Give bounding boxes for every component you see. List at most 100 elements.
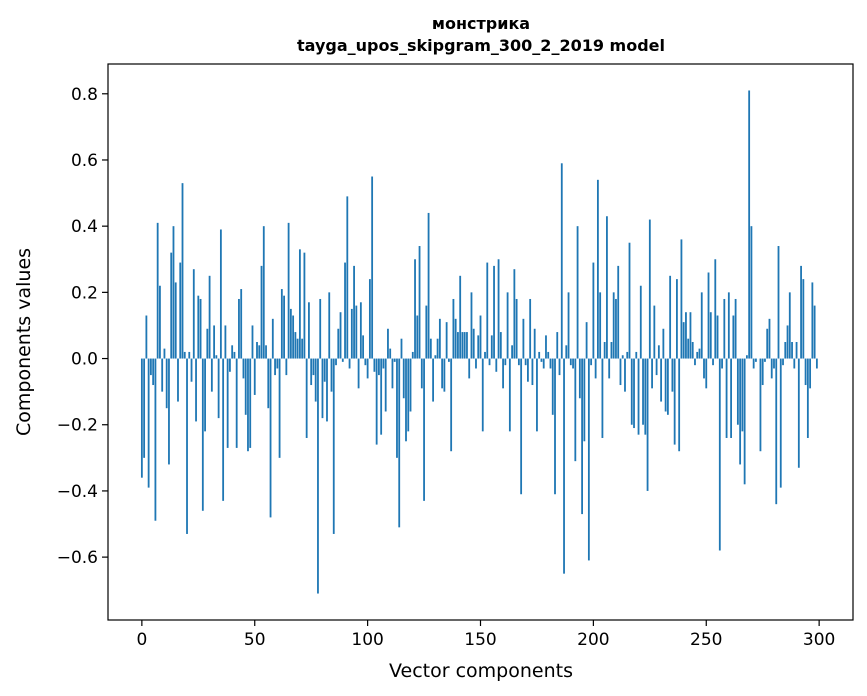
bar <box>414 259 416 359</box>
bar <box>366 358 369 379</box>
bar <box>547 351 550 359</box>
bar <box>348 358 351 369</box>
bar <box>195 358 197 422</box>
bar <box>328 292 331 359</box>
bar <box>312 358 315 376</box>
bar <box>615 298 617 359</box>
bar <box>637 358 640 435</box>
x-tick-label: 200 <box>577 630 609 650</box>
bar <box>506 292 509 359</box>
bar <box>694 358 696 366</box>
plot-frame <box>107 63 854 621</box>
bar <box>183 351 186 359</box>
bar <box>382 358 385 369</box>
bar <box>727 292 730 359</box>
bar <box>418 246 421 359</box>
bar <box>452 298 455 359</box>
bar <box>809 358 812 389</box>
bar <box>624 358 626 392</box>
x-tick-label: 50 <box>244 630 266 650</box>
bar <box>567 292 570 359</box>
bar <box>707 272 710 359</box>
bar <box>258 345 261 359</box>
bar <box>770 358 773 379</box>
bar <box>159 285 161 359</box>
bar <box>572 358 574 369</box>
bar <box>416 315 419 359</box>
bar <box>574 358 577 462</box>
bar <box>319 298 322 359</box>
bar <box>267 358 270 409</box>
bar <box>666 358 669 415</box>
bar <box>752 358 755 369</box>
bar <box>197 295 200 359</box>
bar <box>750 226 753 359</box>
bar <box>802 279 805 359</box>
bar <box>179 262 182 359</box>
bar <box>689 312 692 359</box>
bar <box>149 358 152 376</box>
bar <box>734 298 737 359</box>
bar <box>380 358 383 435</box>
bar <box>199 298 202 359</box>
bar <box>238 298 240 359</box>
bar <box>398 358 401 528</box>
bar <box>294 332 297 359</box>
bar <box>344 262 346 359</box>
bar <box>393 358 396 362</box>
bar <box>648 219 651 359</box>
bar <box>583 358 586 442</box>
bar <box>730 358 732 438</box>
bar <box>633 358 635 429</box>
bar <box>332 358 335 534</box>
bar <box>346 196 349 359</box>
bar <box>680 239 683 359</box>
bar <box>443 358 446 392</box>
bar <box>463 332 466 359</box>
bar <box>565 345 568 359</box>
y-axis-label: Components values <box>13 248 35 436</box>
bar <box>301 338 304 359</box>
bar <box>626 351 629 359</box>
bar <box>594 358 597 379</box>
bar <box>240 289 243 359</box>
bar <box>621 355 624 359</box>
bar <box>815 358 818 369</box>
bar <box>576 226 579 359</box>
bar <box>289 308 292 359</box>
bar <box>766 328 769 359</box>
bar <box>664 358 667 412</box>
bar <box>396 358 398 458</box>
bars-group <box>140 90 818 594</box>
bar <box>669 275 672 359</box>
bar <box>353 265 355 359</box>
bar <box>700 292 703 359</box>
bar <box>447 358 450 362</box>
bar <box>326 358 328 422</box>
bar <box>705 358 708 389</box>
bar <box>461 332 464 359</box>
bar <box>673 358 676 445</box>
bar <box>411 351 414 359</box>
bar <box>350 308 353 359</box>
bar <box>303 252 306 359</box>
bar <box>515 298 518 359</box>
bar <box>233 351 236 359</box>
bar <box>795 342 798 359</box>
bar <box>601 358 604 438</box>
bar <box>529 298 532 359</box>
bar <box>759 358 762 452</box>
bar <box>773 358 775 369</box>
y-tick-label: 0.6 <box>71 151 98 171</box>
y-axis-ticks: −0.6 −0.4 −0.2 0.0 0.2 0.4 0.6 0.8 <box>57 85 108 568</box>
bar <box>438 318 441 359</box>
bar <box>163 348 166 359</box>
bar <box>538 351 541 359</box>
bar <box>186 358 188 534</box>
bar <box>154 358 157 521</box>
bar <box>475 358 477 369</box>
bar <box>181 183 184 359</box>
bar <box>472 328 475 359</box>
bar <box>682 322 685 359</box>
bar <box>800 265 802 359</box>
